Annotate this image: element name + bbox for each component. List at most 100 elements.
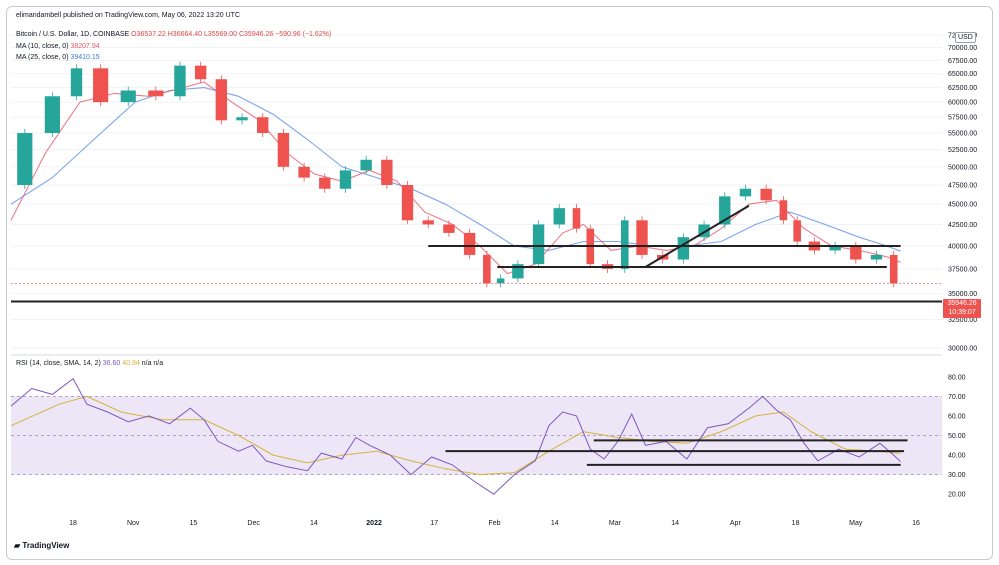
candle-body [496, 278, 505, 284]
ma25-value: 39410.15 [70, 54, 100, 61]
candle-body [70, 68, 83, 97]
candle-body [829, 245, 841, 251]
candle-body [422, 220, 434, 225]
price-tick-label: 62500.00 [948, 85, 977, 92]
price-tick-label: 65000.00 [948, 71, 977, 78]
time-tick-label: 18 [69, 520, 77, 527]
candle-body [572, 208, 581, 229]
rsi-value: 36.60 [102, 360, 121, 367]
ma10-line [10, 81, 901, 275]
candle-body [236, 117, 248, 121]
candle-body [401, 184, 414, 221]
price-tick-label: 52500.00 [948, 147, 977, 154]
last-price: 35946.26 [947, 300, 977, 307]
candle-body [44, 96, 60, 133]
candle-body [793, 220, 801, 242]
tradingview-logo[interactable]: ▰ TradingView [14, 541, 69, 550]
candle-body [215, 79, 228, 121]
candle-body [93, 68, 109, 103]
candle-body [194, 65, 207, 80]
time-tick-label: 17 [430, 520, 438, 527]
candle-body [17, 132, 33, 185]
price-tick-label: 42500.00 [948, 222, 977, 229]
candle-body [381, 159, 393, 185]
time-tick-label: 18 [792, 520, 800, 527]
candle-body [850, 245, 862, 260]
ma25-legend[interactable]: MA (25, close, 0) 39410.15 [16, 54, 100, 61]
candle-body [779, 200, 788, 221]
price-tick-label: 60000.00 [948, 100, 977, 107]
candle-body [339, 170, 352, 189]
price-tick-label: 70000.00 [948, 45, 977, 52]
rsi-axis: 80.00 70.00 60.00 50.00 40.00 30.00 20.00 [11, 374, 966, 499]
rsi-extra: n/a n/a [141, 360, 164, 367]
time-axis: 18 Nov 15 Dec 14 2022 17 Feb 14 Mar 14 Apr 18 May 16 [69, 520, 920, 527]
symbol-name[interactable]: Bitcoin / U.S. Dollar, 1D, COINBASE [16, 31, 130, 38]
price-tick-label: 35000.00 [948, 291, 977, 298]
price-tick-label: 32500.00 [948, 317, 977, 324]
candle-body [360, 159, 372, 171]
rsi-sma-value: 40.84 [122, 360, 140, 367]
price-tick-label: 40000.00 [948, 243, 977, 250]
candle-body [483, 254, 491, 284]
time-tick-label: Mar [609, 520, 622, 527]
rsi-tick-label: 20.00 [948, 492, 966, 499]
currency-badge[interactable]: USD [955, 32, 976, 43]
price-tick-label: 50000.00 [948, 164, 977, 171]
candle-body [277, 132, 290, 167]
candle-body [443, 224, 455, 233]
candle-body [463, 232, 476, 255]
rsi-tick-label: 70.00 [948, 394, 966, 401]
symbol-legend[interactable]: Bitcoin / U.S. Dollar, 1D, COINBASE O365… [16, 31, 331, 38]
time-tick-label: 15 [190, 520, 198, 527]
trendline [644, 204, 750, 268]
ma25-label: MA (25, close, 0) [16, 54, 69, 61]
price-tick-label: 55000.00 [948, 130, 977, 137]
rsi-tick-label: 80.00 [948, 374, 966, 381]
candle-body [636, 220, 648, 255]
time-tick-label: 14 [310, 520, 318, 527]
ma10-legend[interactable]: MA (10, close, 0) 38207.94 [16, 43, 100, 50]
time-tick-label: Dec [247, 520, 260, 527]
tradingview-icon: ▰ [14, 541, 23, 550]
rsi-sma-line [10, 395, 901, 476]
candle-body [257, 117, 269, 133]
price-tick-label: 37500.00 [948, 266, 977, 273]
candle-body [739, 188, 752, 197]
price-tick-label: 45000.00 [948, 202, 977, 209]
rsi-legend[interactable]: RSI (14, close, SMA, 14, 2) 36.60 40.84 … [16, 360, 163, 367]
candle-body [148, 90, 164, 97]
time-tick-label: 14 [671, 520, 679, 527]
candle-body [620, 220, 629, 269]
ma10-value: 38207.94 [70, 43, 100, 50]
time-tick-label: Feb [488, 520, 500, 527]
candle-body [174, 65, 186, 97]
candle-body [512, 264, 524, 279]
time-tick-label: 16 [912, 520, 920, 527]
rsi-label: RSI (14, close, SMA, 14, 2) [16, 360, 101, 367]
rsi-tick-label: 50.00 [948, 433, 966, 440]
plot-area [10, 61, 942, 495]
rsi-tick-label: 60.00 [948, 413, 966, 420]
rsi-tick-label: 30.00 [948, 472, 966, 479]
bar-countdown: 10:39:07 [948, 309, 976, 316]
price-grid [11, 34, 942, 349]
time-tick-label: 2022 [366, 520, 382, 527]
ma10-label: MA (10, close, 0) [16, 43, 69, 50]
candle-body [553, 208, 565, 225]
brand-name: TradingView [22, 541, 70, 550]
candle-body [760, 188, 772, 201]
time-tick-label: Apr [730, 520, 742, 527]
candle-body [889, 254, 898, 284]
time-tick-label: 14 [551, 520, 559, 527]
rsi-line [10, 377, 901, 495]
last-price-label: 35946.26 10:39:07 [943, 299, 981, 318]
rsi-tick-label: 40.00 [948, 453, 966, 460]
candle-body [677, 237, 690, 260]
price-tick-label: 67500.00 [948, 58, 977, 65]
candle-body [698, 224, 710, 238]
time-tick-label: May [849, 520, 863, 527]
price-tick-label: 47500.00 [948, 182, 977, 189]
